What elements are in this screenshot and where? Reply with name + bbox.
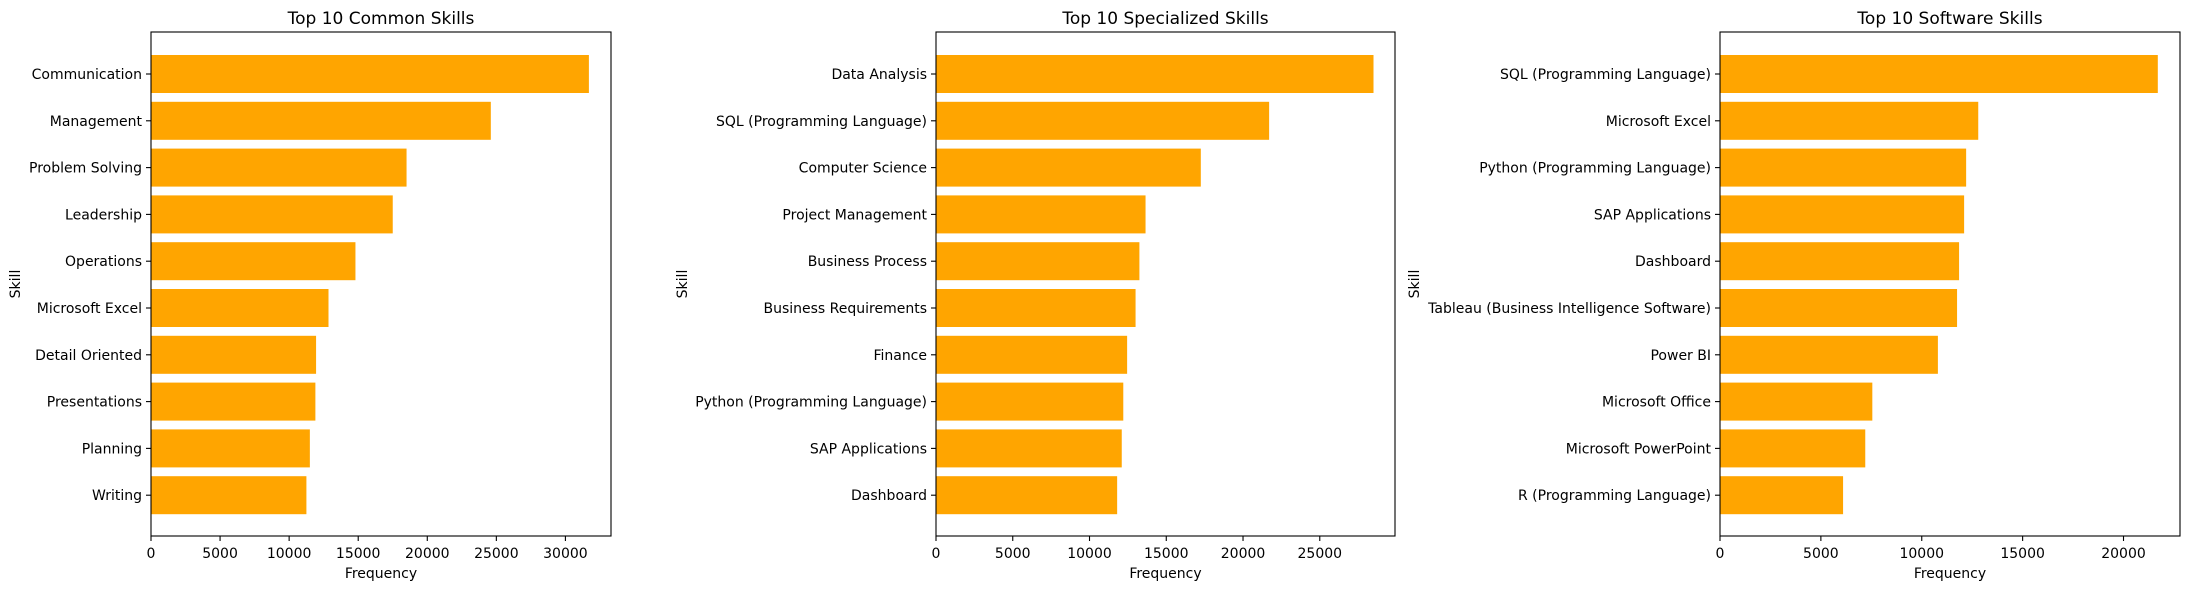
x-tick-label: 5000 — [202, 546, 238, 562]
bar — [1720, 382, 1873, 421]
y-tick-label: Computer Science — [799, 161, 927, 177]
y-tick-label: Python (Programming Language) — [695, 395, 927, 411]
x-tick-label: 25000 — [1298, 546, 1343, 562]
x-tick-label: 15000 — [336, 546, 381, 562]
y-tick-label: Microsoft Excel — [1606, 114, 1711, 130]
bar — [1720, 429, 1866, 468]
y-tick-label: Tableau (Business Intelligence Software) — [1427, 301, 1711, 317]
bar — [936, 242, 1140, 281]
bar — [151, 195, 393, 234]
y-tick-label: SQL (Programming Language) — [1500, 67, 1711, 83]
bar — [1720, 148, 1967, 187]
y-axis-label: Skill — [8, 270, 24, 299]
bar — [1720, 335, 1938, 374]
chart-panel-1: Communication Management Problem Solving Le… — [8, 9, 612, 582]
bar — [151, 101, 491, 140]
chart-title: Top 10 Specialized Skills — [1061, 9, 1268, 29]
bar — [936, 55, 1374, 93]
plot-frame — [935, 31, 1396, 537]
x-tick-label: 5000 — [1803, 546, 1839, 562]
bar — [151, 242, 356, 281]
bar — [1720, 476, 1844, 515]
y-axis-label: Skill — [675, 270, 691, 299]
y-tick-label: Project Management — [782, 207, 927, 223]
y-tick-label: R (Programming Language) — [1518, 488, 1711, 504]
x-tick-label: 20000 — [405, 546, 450, 562]
x-tick-label: 10000 — [267, 546, 312, 562]
x-tick-label: 5000 — [995, 546, 1031, 562]
bar — [1720, 242, 1960, 281]
x-tick-label: 0 — [1716, 546, 1725, 562]
bar — [936, 476, 1118, 515]
bar — [1720, 101, 1979, 140]
x-axis-label: Frequency — [345, 566, 417, 582]
bar — [151, 289, 329, 327]
y-tick-label: Dashboard — [851, 488, 927, 504]
y-tick-label: Business Requirements — [763, 301, 927, 317]
x-tick-label: 25000 — [474, 546, 519, 562]
bar — [936, 195, 1146, 234]
plot-frame — [150, 31, 612, 537]
bar — [1720, 195, 1965, 234]
y-tick-label: Communication — [32, 67, 142, 83]
x-tick-label: 10000 — [1067, 546, 1112, 562]
bar — [151, 382, 316, 421]
chart-panel-3: SQL (Programming Language) Microsoft Exce… — [1407, 9, 2181, 582]
x-axis-label: Frequency — [1914, 566, 1986, 582]
y-tick-label: Problem Solving — [29, 161, 142, 177]
bar — [936, 101, 1270, 140]
y-tick-label: Business Process — [808, 254, 927, 270]
y-tick-label: SAP Applications — [810, 441, 927, 457]
bar — [151, 335, 317, 374]
x-tick-label: 0 — [932, 546, 941, 562]
y-tick-label: Planning — [82, 441, 142, 457]
chart-title: Top 10 Software Skills — [1856, 9, 2042, 29]
bar — [151, 55, 589, 93]
bar — [936, 429, 1122, 468]
x-tick-label: 15000 — [2000, 546, 2045, 562]
y-axis-label: Skill — [1407, 270, 1423, 299]
bar — [151, 476, 307, 515]
y-tick-label: Python (Programming Language) — [1479, 161, 1711, 177]
x-tick-label: 10000 — [1899, 546, 1944, 562]
plot-frame — [1719, 31, 2181, 537]
y-tick-label: Data Analysis — [831, 67, 927, 83]
bar — [151, 148, 407, 187]
bar — [151, 429, 310, 468]
y-tick-label: Microsoft Excel — [37, 301, 142, 317]
bar — [1720, 55, 2158, 93]
x-tick-label: 0 — [147, 546, 156, 562]
y-tick-label: Leadership — [65, 207, 142, 223]
x-tick-label: 20000 — [2101, 546, 2146, 562]
bar — [936, 382, 1124, 421]
bar — [936, 148, 1201, 187]
y-tick-label: SQL (Programming Language) — [716, 114, 927, 130]
x-tick-label: 20000 — [1221, 546, 1266, 562]
y-tick-label: Power BI — [1650, 348, 1711, 364]
x-axis-label: Frequency — [1129, 566, 1201, 582]
bar — [936, 335, 1128, 374]
y-tick-label: Management — [50, 114, 143, 130]
bar — [936, 289, 1136, 327]
y-tick-label: Microsoft Office — [1602, 395, 1711, 411]
y-tick-label: Finance — [873, 348, 927, 364]
bar — [1720, 289, 1958, 327]
chart-panel-2: Data Analysis SQL (Programming Language) C… — [675, 9, 1396, 582]
x-tick-label: 30000 — [543, 546, 588, 562]
y-tick-label: Microsoft PowerPoint — [1566, 441, 1712, 457]
x-tick-label: 15000 — [1144, 546, 1189, 562]
y-tick-label: Dashboard — [1635, 254, 1711, 270]
y-tick-label: SAP Applications — [1594, 207, 1711, 223]
chart-title: Top 10 Common Skills — [287, 9, 475, 29]
y-tick-label: Operations — [65, 254, 142, 270]
y-tick-label: Writing — [92, 488, 142, 504]
y-tick-label: Detail Oriented — [35, 348, 142, 364]
y-tick-label: Presentations — [47, 395, 142, 411]
